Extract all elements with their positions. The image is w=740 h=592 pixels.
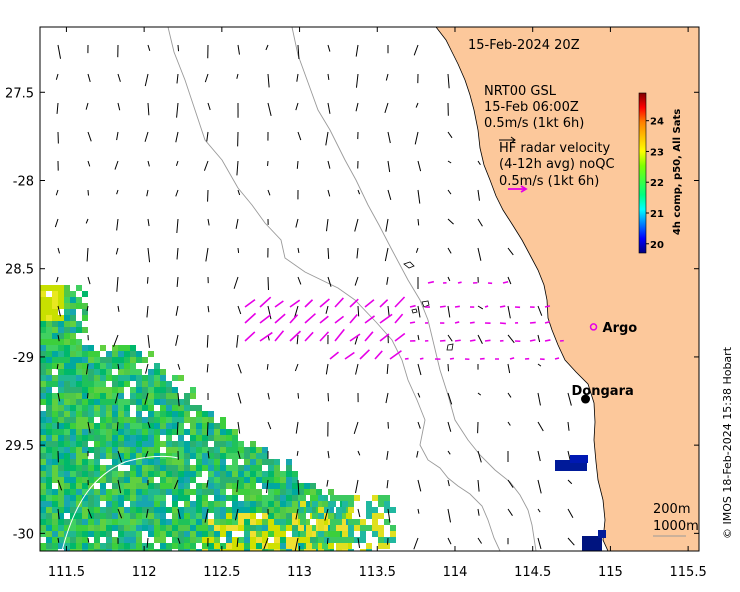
radar-legend-line: (4-12h avg) noQC: [499, 157, 615, 172]
depth-label-1000m: 1000m: [653, 519, 699, 534]
colorbar-tick-label: 20: [650, 240, 664, 251]
place-label-argo: Argo: [603, 321, 638, 336]
lat-tick-label: 28.5: [5, 263, 34, 278]
lat-tick-label: -29: [13, 351, 34, 366]
isobath-1000m: [291, 27, 537, 551]
land-mass: [435, 27, 699, 551]
lon-tick-label: 111.5: [48, 565, 85, 580]
lon-tick-label: 115.5: [670, 565, 707, 580]
lon-tick-label: 114.5: [514, 565, 551, 580]
lon-tick-label: 113.5: [359, 565, 396, 580]
longitude-axis: 111.5 112 112.5 113 113.5 114 114.5 115 115.5: [48, 27, 707, 580]
place-markers: Argo Dongara: [572, 321, 638, 404]
lon-tick-label: 113: [287, 565, 312, 580]
lon-tick-label: 112: [132, 565, 157, 580]
depth-label-200m: 200m: [653, 502, 690, 517]
colorbar-tick-label: 21: [650, 209, 664, 220]
lat-tick-label: 29.5: [5, 439, 34, 454]
radar-legend-line: 0.5m/s (1kt 6h): [499, 174, 599, 189]
argo-float-marker: [589, 323, 598, 331]
radar-legend: HF radar velocity (4-12h avg) noQC 0.5m/…: [499, 141, 615, 193]
colorbar-ticks: 20 21 22 23 24: [646, 117, 664, 251]
coastal-cold-pixels: [555, 455, 606, 551]
radar-legend-line: HF radar velocity: [499, 141, 611, 156]
colorbar: 20 21 22 23 24 4h comp, p50, All Sats: [638, 92, 683, 254]
model-scale-arrow: [499, 136, 516, 144]
model-current-vectors: [54, 44, 599, 551]
lon-tick-label: 114: [443, 565, 468, 580]
lon-tick-label: 112.5: [203, 565, 240, 580]
lat-tick-label: -30: [13, 527, 34, 542]
place-label-dongara: Dongara: [572, 384, 634, 399]
colorbar-tick-label: 22: [650, 178, 664, 189]
lon-tick-label: 115: [598, 565, 623, 580]
lat-tick-label: 27.5: [5, 86, 34, 101]
colorbar-tick-label: 24: [650, 117, 664, 128]
isobath-200m: [167, 27, 501, 551]
latitude-axis: 27.5 -28 28.5 -29 29.5 -30: [5, 86, 699, 542]
axes-frame: [39, 26, 700, 552]
plot-area: [40, 27, 699, 551]
dongara-town-marker: [581, 394, 591, 404]
model-legend-line: NRT00 GSL: [484, 84, 557, 99]
timestamp-label: 15-Feb-2024 20Z: [468, 38, 580, 53]
isobath-3000m: [61, 455, 179, 551]
colorbar-tick-label: 23: [650, 147, 664, 158]
model-legend: NRT00 GSL 15-Feb 06:00Z 0.5m/s (1kt 6h): [484, 84, 584, 144]
sst-pixels: [40, 285, 396, 551]
colorbar-ramp: [638, 92, 647, 254]
islands: [403, 261, 454, 351]
radar-scale-arrow: [508, 185, 528, 193]
hf-radar-vectors: [244, 280, 564, 361]
model-legend-line: 0.5m/s (1kt 6h): [484, 116, 584, 131]
lat-tick-label: -28: [13, 174, 34, 189]
model-legend-line: 15-Feb 06:00Z: [484, 100, 579, 115]
credit-text: © IMOS 18-Feb-2024 15:38 Hobart: [721, 346, 734, 539]
colorbar-title: 4h comp, p50, All Sats: [672, 109, 683, 235]
